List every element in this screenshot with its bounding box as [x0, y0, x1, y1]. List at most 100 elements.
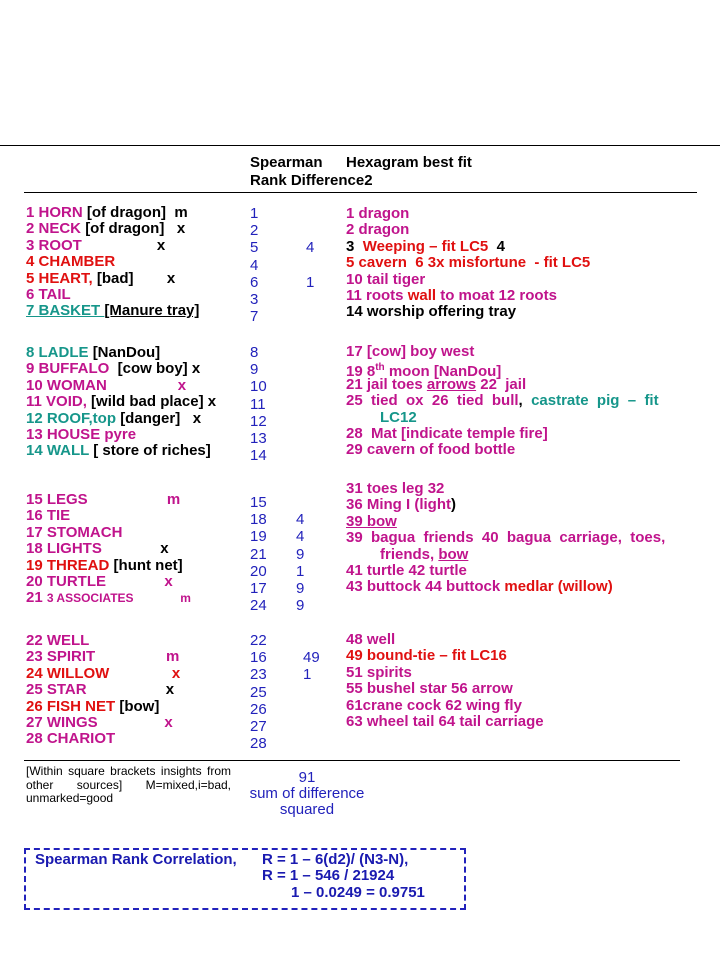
term-row: 15 LEGS m: [26, 491, 191, 508]
hexagram-row: 11 roots wall to moat 12 roots: [346, 286, 590, 304]
rank-value: 18: [250, 511, 267, 529]
term-row: 25 STAR x: [26, 681, 180, 699]
rank-diff-squared: [303, 718, 320, 735]
rank-diff-squared: [303, 701, 320, 718]
rank-value: 10: [250, 378, 267, 396]
rank-value: 22: [250, 632, 267, 649]
section-3-ranks: 15 18 19 21 20 17 24: [250, 494, 267, 614]
rank-value: 8: [250, 344, 259, 361]
text-segment: 2 NECK: [26, 220, 86, 238]
hexagram-row: 61crane cock 62 wing fly: [346, 697, 544, 714]
text-segment: [bad] x: [96, 269, 176, 287]
text-segment: 6 TAIL: [26, 285, 71, 303]
header-divider: [24, 192, 697, 193]
header-hexagram: Hexagram best fit: [346, 154, 472, 171]
rank-diff-squared: [306, 291, 314, 308]
section-4-hexagrams: 48 well 49 bound-tie – fit LC16 51 spirits…: [346, 631, 544, 730]
text-segment: 63 wheel tail 64 tail carriage: [346, 712, 544, 730]
formula-line3: 1 – 0.0249 = 0.9751: [291, 884, 425, 901]
rank-diff-squared: [306, 222, 314, 239]
sum-value: 91: [298, 769, 316, 786]
hexagram-row: LC12: [346, 409, 659, 426]
text-segment: x: [101, 540, 169, 558]
text-segment: 2 dragon: [346, 221, 410, 239]
text-segment: 39 bow: [346, 512, 397, 530]
term-row: 9 BUFFALO [cow boy] x: [26, 361, 216, 377]
text-segment: [NanDou]: [92, 344, 161, 361]
hexagram-row: 51 spirits: [346, 663, 544, 681]
rank-diff-squared: 9: [296, 545, 305, 563]
hexagram-row: 19 8th moon [NanDou]: [346, 360, 659, 380]
text-segment: 51 spirits: [346, 663, 412, 681]
section-4-ranks: 22 16 23 25 26 27 28: [250, 632, 267, 752]
text-segment: x: [106, 572, 173, 590]
text-segment: 10 tail tiger: [346, 270, 426, 288]
text-segment: [ store of riches]: [93, 442, 211, 460]
header-spearman-line2: Rank Difference2: [250, 172, 373, 189]
term-row: 24 WILLOW x: [26, 664, 180, 682]
rank-value: 5: [250, 239, 259, 257]
section-2-terms: 8 LADLE [NanDou] 9 BUFFALO [cow boy] x 10 …: [26, 344, 216, 460]
formula-line2: R = 1 – 546 / 21924: [262, 867, 395, 884]
rank-value: 15: [250, 494, 267, 511]
text-segment: [of dragon] m: [86, 204, 188, 221]
text-segment: wall: [407, 286, 437, 304]
text-segment: 26 FISH NET: [26, 697, 120, 715]
hexagram-row: 5 cavern 6 3x misfortune - fit LC5: [346, 254, 590, 271]
text-segment: 23 SPIRIT: [26, 648, 96, 666]
text-segment: 11 roots: [346, 286, 408, 304]
hexagram-row: friends, bow: [346, 545, 665, 563]
text-segment: 24 WILLOW: [26, 664, 110, 682]
text-segment: x: [86, 681, 175, 699]
rank-value: 11: [250, 395, 266, 413]
text-segment: 17 STOMACH: [26, 523, 123, 541]
text-segment: 41 turtle 42 turtle: [346, 561, 467, 579]
term-row: 19 THREAD [hunt net]: [26, 557, 191, 574]
term-row: 17 STOMACH: [26, 523, 191, 541]
sum-label-line2: squared: [279, 801, 335, 818]
section-3-terms: 15 LEGS m 16 TIE 17 STOMACH 18 LIGHTS x 19 T…: [26, 491, 191, 607]
rank-value: 26: [250, 700, 267, 718]
rank-value: 14: [250, 447, 267, 465]
text-segment: bow: [438, 545, 469, 563]
term-row: 7 BASKET [Manure tray]: [26, 303, 199, 319]
text-segment: 49 bound-tie – fit LC16: [346, 647, 507, 665]
text-segment: 5 HEART,: [26, 269, 97, 287]
hexagram-row: 3 Weeping – fit LC5 4: [346, 238, 590, 255]
rank-value: 24: [250, 597, 267, 615]
text-segment: x: [81, 236, 166, 254]
rank-diff-squared: [306, 257, 314, 274]
term-row: 4 CHAMBER: [26, 253, 199, 270]
hexagram-row: 1 dragon: [346, 205, 590, 222]
text-segment: 3 ROOT: [26, 236, 82, 254]
term-row: 1 HORN [of dragon] m: [26, 204, 199, 221]
text-segment: 21: [26, 589, 47, 607]
section-2-hexagrams: 17 [cow] boy west 19 8th moon [NanDou] 21 …: [346, 343, 659, 459]
text-segment: [Manure tray]: [104, 302, 200, 320]
text-segment: friends,: [380, 545, 439, 563]
text-segment: 28 CHARIOT: [26, 730, 116, 748]
hexagram-row: 25 tied ox 26 tied bull, castrate pig – …: [346, 392, 659, 409]
term-row: 13 HOUSE pyre: [26, 426, 216, 443]
formula-label: Spearman Rank Correlation,: [35, 851, 237, 868]
text-segment: 7 BASKET: [26, 302, 105, 320]
rank-value: 12: [250, 412, 267, 430]
term-row: 3 ROOT x: [26, 236, 199, 254]
rank-value: 20: [250, 562, 267, 580]
bottom-divider: [24, 760, 680, 761]
hexagram-row: 39 bow: [346, 512, 665, 530]
hexagram-row: 28 Mat [indicate temple fire]: [346, 425, 659, 442]
term-row: 14 WALL [ store of riches]: [26, 443, 216, 459]
hexagram-row: 17 [cow] boy west: [346, 343, 659, 360]
rank-diff-squared: [303, 684, 320, 701]
text-segment: 8 LADLE: [26, 344, 93, 361]
text-segment: 12 ROOF,top: [26, 409, 121, 427]
term-row: 22 WELL: [26, 632, 180, 649]
rank-diff-squared: [306, 308, 314, 325]
rank-value: 2: [250, 222, 259, 240]
rank-value: 17: [250, 579, 267, 597]
text-segment: 11 VOID,: [26, 393, 92, 411]
text-segment: 1 HORN: [26, 204, 87, 221]
